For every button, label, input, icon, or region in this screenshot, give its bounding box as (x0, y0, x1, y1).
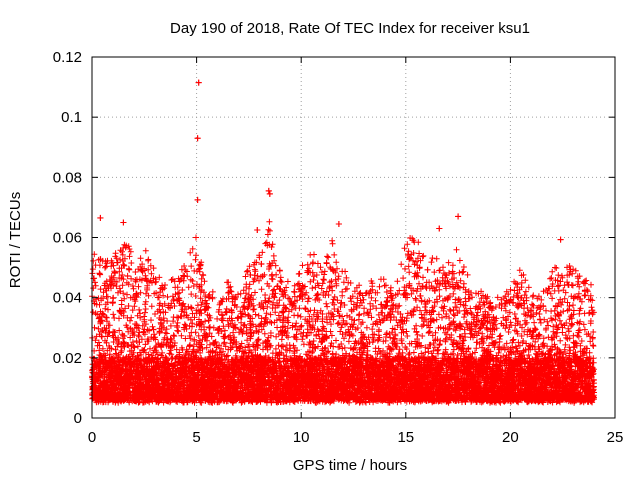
y-tick-label: 0.04 (53, 290, 82, 307)
outlier-point-2 (194, 196, 201, 203)
outlier-point-10 (557, 236, 564, 243)
outlier-point-11 (254, 226, 261, 233)
outlier-point-5 (97, 214, 104, 221)
y-tick-label: 0 (74, 410, 82, 427)
outlier-point-1 (194, 135, 201, 142)
x-tick-label: 0 (88, 429, 96, 446)
y-tick-label: 0.08 (53, 169, 82, 186)
x-tick-label: 10 (293, 429, 310, 446)
x-tick-label: 25 (607, 429, 624, 446)
x-tick-label: 5 (192, 429, 200, 446)
x-tick-label: 15 (397, 429, 414, 446)
y-axis-label: ROTI / TECUs (7, 192, 24, 288)
axis-ticks: 0 5 10 15 20 25 0 0.02 0.04 0.06 0.08 0.1 0.12 (53, 49, 624, 446)
outlier-point-6 (120, 219, 127, 226)
outlier-point-8 (335, 220, 342, 227)
roti-points (89, 79, 597, 406)
outlier-point-4 (266, 190, 273, 197)
data-points (89, 79, 597, 406)
y-tick-label: 0.12 (53, 49, 82, 66)
outlier-point-3 (265, 187, 272, 194)
y-tick-label: 0.06 (53, 230, 82, 247)
y-tick-label: 0.1 (61, 109, 82, 126)
x-axis-label: GPS time / hours (293, 457, 407, 474)
outlier-point-7 (455, 213, 462, 220)
outlier-point-9 (436, 225, 443, 232)
x-tick-label: 20 (502, 429, 519, 446)
y-tick-label: 0.02 (53, 350, 82, 367)
outlier-point-0 (195, 79, 202, 86)
chart-title: Day 190 of 2018, Rate Of TEC Index for r… (170, 20, 530, 37)
